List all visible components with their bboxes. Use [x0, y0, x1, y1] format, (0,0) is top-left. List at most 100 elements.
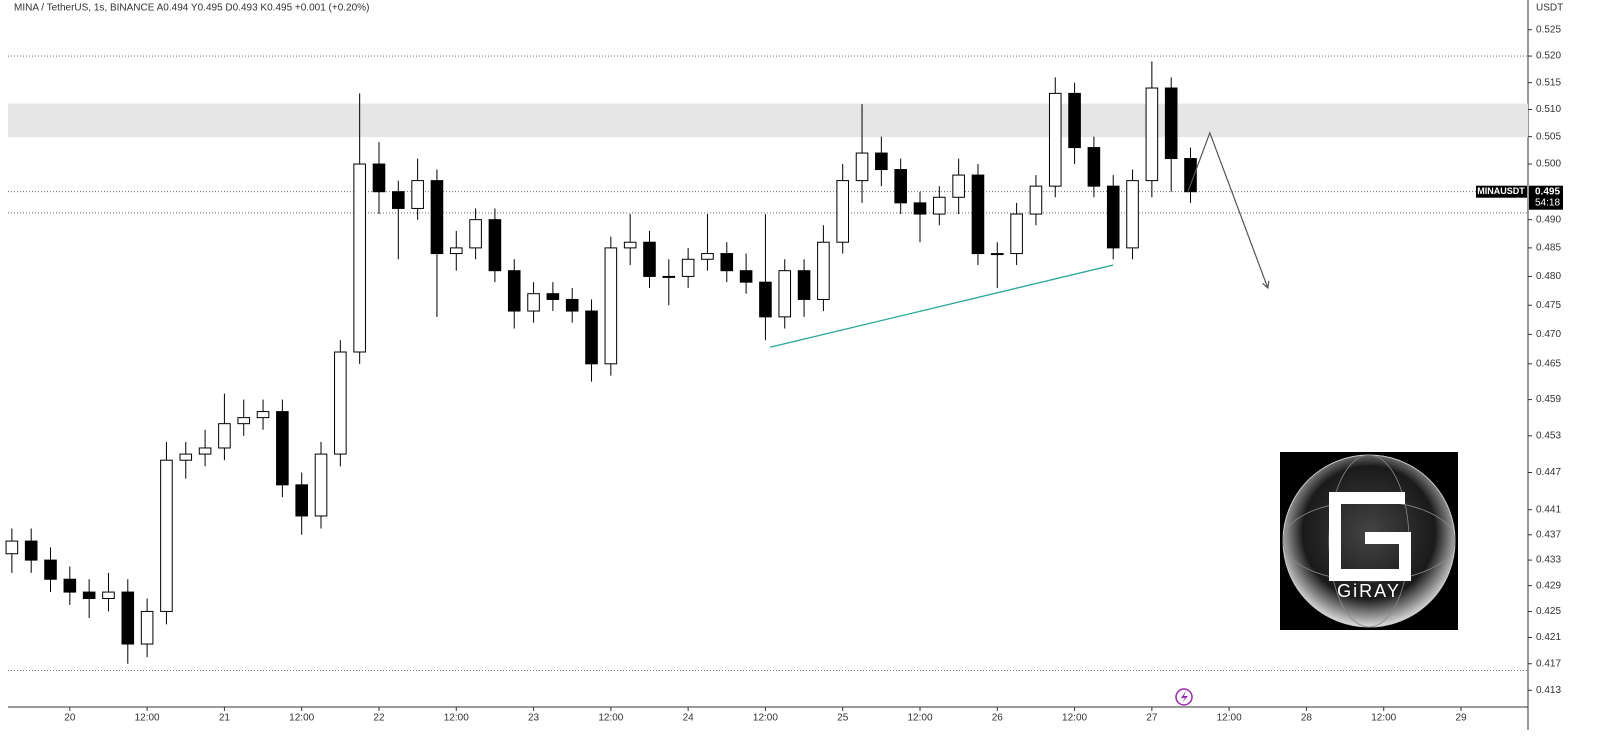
candle-body — [604, 247, 618, 365]
symbol-label: MINAUSDT — [1477, 186, 1525, 196]
x-tick-label: 12:00 — [1217, 713, 1242, 724]
candle-body — [179, 453, 193, 461]
icon-bolt[interactable] — [1181, 691, 1188, 703]
candle-body — [1087, 147, 1101, 187]
axis-unit: USDT — [1536, 3, 1563, 14]
candle-body — [121, 591, 135, 645]
candle-body — [701, 253, 714, 260]
candle-body — [1145, 87, 1159, 182]
candle-body — [372, 163, 386, 193]
x-tick-label: 20 — [64, 713, 76, 724]
y-tick-label: 0.490 — [1536, 214, 1561, 225]
y-tick-label: 0.447 — [1536, 467, 1561, 478]
candle-body — [24, 540, 38, 561]
candle-body — [546, 293, 560, 300]
candle-body — [739, 270, 753, 283]
candle-body — [836, 180, 850, 243]
candle-body — [256, 411, 270, 419]
candle-body — [1126, 180, 1139, 249]
y-tick-label: 0.417 — [1536, 658, 1561, 669]
candle-body — [276, 411, 289, 486]
candle-body — [1010, 213, 1023, 255]
candle-body — [778, 270, 792, 318]
replay-icon[interactable] — [1175, 688, 1193, 706]
price-label: 0.495 — [1535, 186, 1560, 197]
x-tick-label: 12:00 — [444, 713, 469, 724]
candle-body — [585, 310, 598, 365]
candle-body — [875, 152, 888, 171]
candle-body — [430, 180, 444, 255]
x-tick-label: 12:00 — [753, 713, 778, 724]
candle-body — [488, 219, 502, 272]
logo-letter — [1329, 492, 1411, 581]
y-tick-label: 0.465 — [1536, 358, 1561, 369]
candle-body — [44, 559, 57, 580]
candle-body — [720, 253, 734, 272]
candle-body — [160, 459, 173, 612]
logo: GiRAY — [1280, 452, 1458, 630]
candle-body — [1068, 92, 1081, 149]
candle-body — [507, 270, 521, 312]
x-tick-label: 24 — [683, 713, 695, 724]
candle-body — [314, 453, 328, 517]
projection-arrowhead — [1262, 280, 1270, 290]
candle-body — [1164, 87, 1178, 160]
candle-body — [759, 281, 772, 318]
x-tick-label: 12:00 — [289, 713, 314, 724]
y-tick-label: 0.510 — [1536, 104, 1561, 115]
y-tick-label: 0.425 — [1536, 606, 1561, 617]
x-tick-label: 12:00 — [135, 713, 160, 724]
candle-body — [565, 298, 579, 312]
candle-body — [63, 578, 77, 593]
x-tick-label: 21 — [219, 713, 231, 724]
candle-body — [82, 591, 96, 600]
candle-body — [913, 202, 927, 215]
y-tick-label: 0.433 — [1536, 555, 1561, 566]
candle-body — [971, 174, 985, 255]
x-tick-label: 12:00 — [1062, 713, 1087, 724]
y-tick-label: 0.459 — [1536, 394, 1561, 405]
x-tick-label: 12:00 — [598, 713, 623, 724]
y-tick-label: 0.525 — [1536, 24, 1561, 35]
symbol-header: MINA / TetherUS, 1s, BINANCE A0.494 Y0.4… — [14, 3, 369, 14]
x-tick-label: 12:00 — [907, 713, 932, 724]
candle-body — [1029, 185, 1043, 215]
candle-body — [469, 219, 482, 249]
y-tick-label: 0.515 — [1536, 77, 1561, 88]
candle-body — [353, 163, 366, 353]
candle-body — [102, 591, 115, 600]
candle-body — [140, 610, 154, 645]
trendline — [769, 264, 1114, 348]
candle-body — [198, 447, 212, 455]
candle-body — [334, 351, 347, 455]
candle-body — [933, 196, 946, 215]
y-tick-label: 0.421 — [1536, 632, 1561, 643]
projection-path — [1187, 131, 1269, 289]
x-tick-label: 25 — [837, 713, 849, 724]
candle-body — [894, 169, 907, 204]
candle-body — [797, 270, 811, 300]
candle-body — [295, 484, 308, 517]
logo-text: GiRAY — [1337, 581, 1401, 601]
candle-body — [218, 423, 231, 449]
candle-body — [662, 275, 676, 278]
y-tick-label: 0.413 — [1536, 685, 1561, 696]
y-tick-label: 0.441 — [1536, 504, 1561, 515]
candle-body — [952, 174, 965, 198]
candle-body — [990, 253, 1004, 256]
x-tick-label: 27 — [1146, 713, 1158, 724]
resistance-zone — [8, 103, 1528, 138]
symbol-label-box — [1476, 185, 1527, 198]
price-label-box — [1529, 185, 1563, 210]
candle-body — [527, 293, 540, 312]
candle-body — [855, 152, 869, 182]
y-tick-label: 0.505 — [1536, 131, 1561, 142]
y-tick-label: 0.480 — [1536, 271, 1561, 282]
x-tick-label: 28 — [1301, 713, 1313, 724]
candle-body — [449, 247, 463, 255]
x-tick-label: 29 — [1455, 713, 1467, 724]
candle-body — [681, 258, 695, 277]
y-tick-label: 0.429 — [1536, 580, 1561, 591]
y-tick-label: 0.437 — [1536, 529, 1561, 540]
